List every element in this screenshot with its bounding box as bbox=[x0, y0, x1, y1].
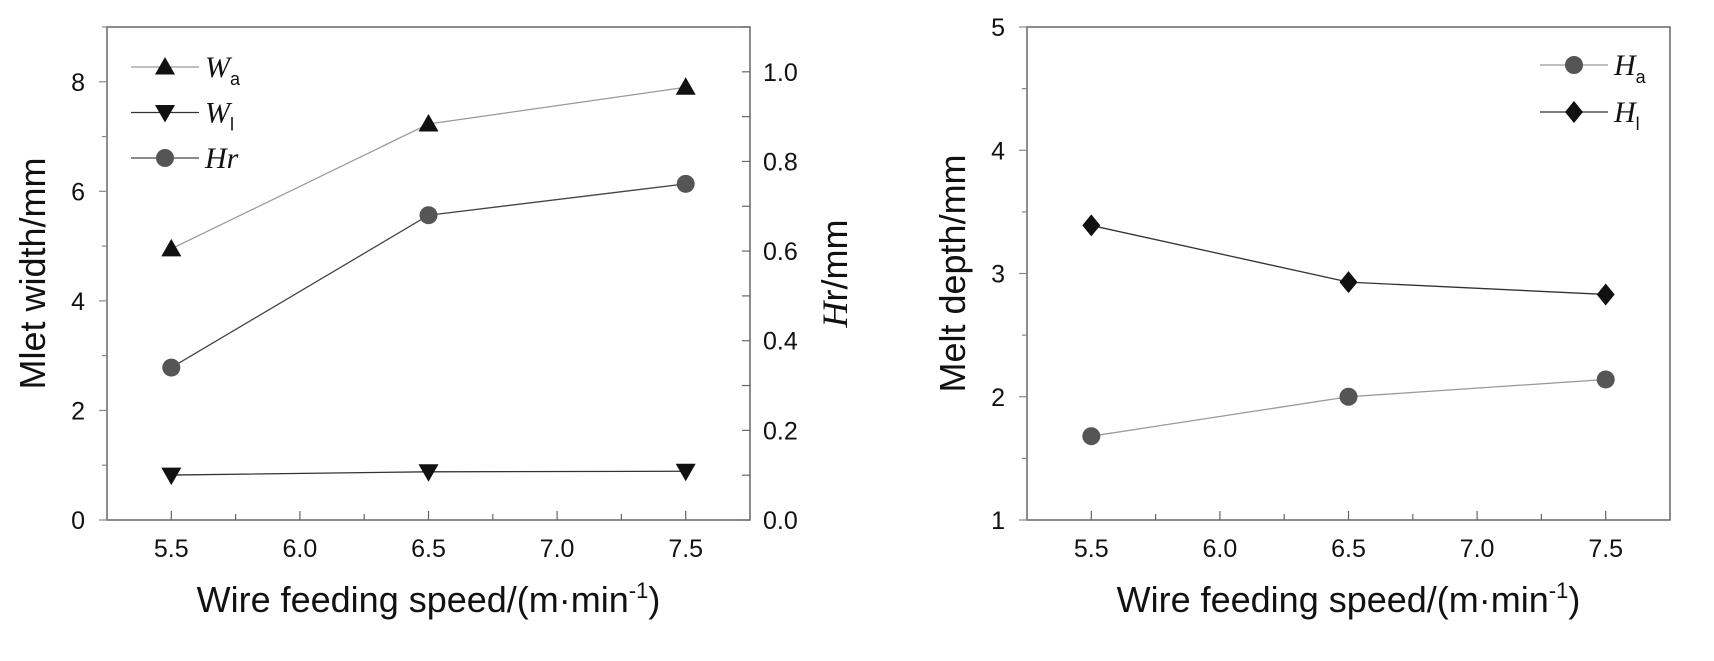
legend-label-subscript: l bbox=[230, 115, 234, 135]
x-axis-label: Wire feeding speed/(m·min-1) bbox=[197, 578, 661, 620]
x-tick-label: 6.5 bbox=[1331, 535, 1366, 563]
legend-label-subscript: l bbox=[1636, 114, 1640, 134]
y2-tick-label: 0.8 bbox=[763, 148, 798, 176]
x-tick-label: 6.0 bbox=[1203, 535, 1238, 563]
y2-tick-label: 0.6 bbox=[763, 238, 798, 266]
data-point bbox=[418, 464, 439, 482]
data-point bbox=[162, 358, 181, 377]
x-axis-label-end: ) bbox=[648, 579, 660, 620]
chart-1: 5.5 6.0 6.5 7.0 7.5 0 2 4 6 8 0.0 0.2 0.4 0.6 0.8 1.0 Hr… bbox=[12, 26, 855, 620]
x-tick-label: 5.5 bbox=[1074, 535, 1109, 563]
x-tick-label: 7.0 bbox=[1460, 535, 1495, 563]
y2-tick-label: 0.4 bbox=[763, 328, 798, 356]
y-tick-label: 5 bbox=[991, 14, 1005, 42]
x-tick-label: 6.0 bbox=[283, 535, 318, 563]
data-point bbox=[676, 174, 695, 193]
plot-frame bbox=[106, 26, 751, 521]
y-tick-label: 0 bbox=[71, 507, 85, 535]
y-tick-label: 2 bbox=[71, 397, 85, 425]
y2-tick-label: 1.0 bbox=[763, 59, 798, 87]
legend-label-name: H bbox=[1613, 49, 1638, 82]
data-point bbox=[1082, 427, 1101, 446]
data-point bbox=[1339, 271, 1358, 294]
data-point bbox=[161, 467, 182, 486]
legend-label: Ha bbox=[1613, 49, 1647, 87]
y2-axis-label-italic: H bbox=[815, 299, 855, 328]
x-axis-label-end: ) bbox=[1568, 579, 1580, 620]
data-point bbox=[675, 463, 696, 482]
legend-label: Hr bbox=[204, 142, 239, 175]
x-axis-label: Wire feeding speed/(m·min-1) bbox=[1117, 578, 1581, 620]
y-tick-label: 4 bbox=[991, 137, 1005, 165]
data-point bbox=[1596, 370, 1615, 389]
legend-marker bbox=[155, 105, 175, 123]
legend-label-subscript: a bbox=[230, 69, 241, 89]
legend-label-name: W bbox=[205, 97, 233, 130]
legend-label: Wa bbox=[205, 51, 241, 89]
legend-item: Wa bbox=[131, 51, 241, 89]
series-Ha bbox=[1082, 370, 1615, 446]
x-axis-label-main: Wire feeding speed/(m·min bbox=[1117, 579, 1549, 620]
series-Hl bbox=[1082, 214, 1615, 306]
y-tick-label: 1 bbox=[991, 507, 1005, 535]
y-tick-label: 3 bbox=[991, 261, 1005, 289]
y-axis-label: Mlet width/mm bbox=[12, 157, 53, 389]
legend-item: Ha bbox=[1540, 49, 1647, 87]
data-point bbox=[675, 77, 696, 95]
y-tick-label: 8 bbox=[71, 69, 85, 97]
x-tick-label: 7.0 bbox=[540, 535, 575, 563]
legend-label-name: Hr bbox=[204, 142, 239, 175]
legend-label: Wl bbox=[205, 97, 234, 135]
legend-label: Hl bbox=[1613, 96, 1640, 134]
y2-axis-label: Hr/mm bbox=[814, 220, 855, 329]
data-point bbox=[161, 238, 182, 257]
y-tick-label: 4 bbox=[71, 288, 85, 316]
series-Hr bbox=[162, 174, 695, 377]
y2-tick-label: 0.2 bbox=[763, 417, 798, 445]
series-Wl bbox=[161, 463, 696, 486]
legend-label-name: H bbox=[1613, 96, 1638, 129]
data-point bbox=[418, 113, 439, 132]
legend-marker bbox=[1565, 56, 1583, 74]
x-tick-label: 7.5 bbox=[1588, 535, 1623, 563]
y2-axis-label-rest: r/mm bbox=[814, 220, 855, 302]
series-line bbox=[171, 86, 686, 250]
legend-marker bbox=[155, 57, 175, 75]
x-tick-label: 5.5 bbox=[154, 535, 189, 563]
series-Wa bbox=[161, 77, 696, 257]
legend-label-name: W bbox=[205, 51, 233, 84]
data-point bbox=[419, 206, 438, 225]
y-tick-label: 6 bbox=[71, 178, 85, 206]
x-tick-label: 7.5 bbox=[668, 535, 703, 563]
legend-item: Wl bbox=[131, 97, 234, 135]
legend-label-subscript: a bbox=[1636, 67, 1647, 87]
x-axis-label-main: Wire feeding speed/(m·min bbox=[197, 579, 629, 620]
data-point bbox=[1082, 214, 1101, 237]
data-point bbox=[1339, 387, 1358, 406]
x-tick-label: 6.5 bbox=[411, 535, 446, 563]
x-axis-label-sup: -1 bbox=[629, 578, 649, 603]
legend-marker bbox=[156, 149, 174, 167]
y2-tick-label: 0.0 bbox=[763, 507, 798, 535]
y-axis-label: Melt depth/mm bbox=[932, 154, 973, 392]
legend-item: Hr bbox=[131, 142, 239, 175]
y-tick-label: 2 bbox=[991, 384, 1005, 412]
data-point bbox=[1596, 283, 1615, 306]
legend-marker bbox=[1565, 101, 1583, 123]
legend-item: Hl bbox=[1540, 96, 1640, 134]
chart-2: 5.5 6.0 6.5 7.0 7.5 1 2 3 4 5 Melt depth/mm Wire fe… bbox=[932, 14, 1671, 620]
x-axis-label-sup: -1 bbox=[1549, 578, 1569, 603]
